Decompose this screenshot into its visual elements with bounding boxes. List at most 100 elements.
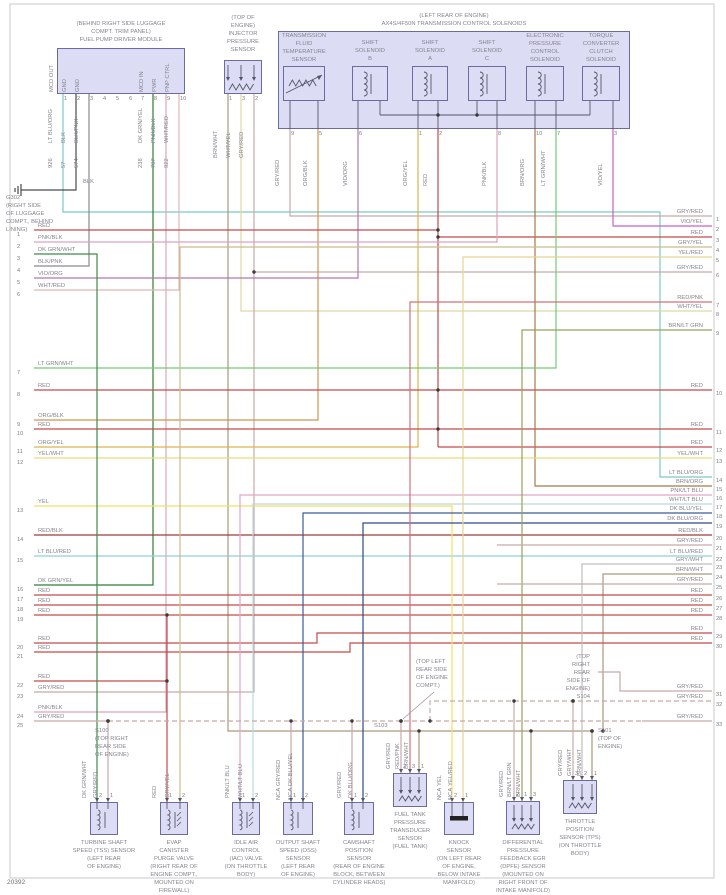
module-pin-number: 1 (64, 96, 68, 102)
right-terminal-label: RED (690, 608, 703, 614)
sensor-label-tss-line: (LEFT REAR (87, 856, 121, 862)
left-terminal-number: 20 (17, 645, 24, 651)
left-terminal-number: 19 (17, 617, 24, 623)
sensor-label-knock-line: SENSOR (446, 848, 472, 854)
splice-s103-location-note: (TOP LEFT REAR SIDE OF ENGINE COMPT.) (416, 658, 466, 690)
solenoid-component-label-line: CONVERTER (582, 41, 620, 47)
ground-id-note-line: G302 (6, 195, 21, 201)
left-terminal-number: 22 (17, 683, 24, 689)
left-terminal-label: RED (38, 588, 51, 594)
sensor-label-cam-line: SENSOR (346, 856, 372, 862)
left-terminal-number: 25 (17, 723, 24, 729)
splice-s104-note-line: RIGHT (571, 662, 590, 668)
left-terminal-label: RED (38, 636, 51, 642)
circuit-number: 574 (74, 158, 80, 168)
wire-label: GRY/RED (499, 770, 505, 797)
sensor-label-evap-line: ENGINE COMPT., (150, 872, 198, 878)
sensor-label-knock-line: BELOW INTAKE (437, 872, 481, 878)
circuit-number: 238 (138, 158, 144, 168)
right-terminal-number: 18 (716, 514, 723, 520)
right-terminal-label: VIO/YEL (680, 219, 703, 225)
right-terminal-number: 32 (716, 702, 723, 708)
sensor-label-ftp-line: FUEL TANK (394, 812, 426, 818)
ground-id-note-line: OF LUGGAGE (6, 211, 45, 217)
left-terminal-number: 8 (17, 392, 21, 398)
solenoid-pin-number: 3 (614, 131, 618, 137)
wire-label: PNK/BLK (482, 161, 488, 187)
left-terminal-label: RED (38, 608, 51, 614)
wire-label: DK BLU/YEL (288, 752, 294, 786)
module-pin-number: 8 (154, 96, 158, 102)
wire-label: DK GRN/WHT (82, 760, 88, 798)
right-terminal-number: 21 (716, 546, 723, 552)
sensor-label-tss-line: OF ENGINE) (87, 864, 121, 870)
module-pin-function: GND (75, 79, 81, 92)
sensor-pin-number: 3 (533, 792, 537, 798)
right-terminal-number: 26 (716, 596, 723, 602)
splice-s101-note: S101 (TOP OF ENGINE) (598, 727, 638, 751)
right-terminal-label: WHT/YEL (677, 304, 703, 310)
left-terminal-number: 10 (17, 431, 24, 437)
left-terminal-label: RED (38, 645, 51, 651)
sensor-label-evap-line: MOUNTED ON (154, 880, 194, 886)
right-terminal-label: DK BLU/YEL (669, 506, 703, 512)
nca-label: NCA (288, 787, 294, 800)
sensor-label-cam-line: BLOCK, BETWEEN (333, 872, 385, 878)
solenoid-component-label-line: TORQUE (588, 33, 614, 39)
nca-label: NCA (448, 787, 454, 800)
right-terminal-label: RED (690, 230, 703, 236)
right-terminal-number: 27 (716, 606, 723, 612)
ground-id-note-line: (RIGHT SIDE (6, 203, 41, 209)
module-pin-number: 9 (167, 96, 171, 102)
splice-s103-label-line: S103 (374, 723, 388, 729)
right-terminal-number: 23 (716, 565, 723, 571)
right-terminal-label: GRY/RED (676, 714, 703, 720)
right-terminal-number: 6 (716, 273, 720, 279)
sensor-label-evap-line: CANISTER (159, 848, 189, 854)
left-terminal-number: 17 (17, 597, 24, 603)
left-terminal-label: BLK/PNK (38, 259, 63, 265)
solenoid-component-label-line: CLUTCH (589, 49, 613, 55)
sensor-label-tss-line: TURBINE SHAFT (80, 840, 128, 846)
sensor-label-oss-line: OUTPUT SHAFT (275, 840, 321, 846)
right-terminal-label: WHT/LT BLU (669, 497, 703, 503)
sensor-pin-number: 1 (110, 793, 114, 799)
sensor-label-knock-line: MANIFOLD) (443, 880, 475, 886)
wire-label: BRN/WHT (516, 769, 522, 797)
left-terminal-label: YEL/WHT (38, 451, 64, 457)
right-terminal-number: 7 (716, 303, 720, 309)
wire-label: GRY/RED (276, 759, 282, 786)
solenoid-component-label: TORQUE CONVERTER CLUTCH SOLENOID (566, 32, 636, 64)
right-terminal-label: DK BLU/ORG (667, 516, 703, 522)
solenoid-component-label-line: TEMPERATURE (282, 49, 326, 55)
sensor-pin-number: 2 (305, 793, 309, 799)
wire-label: LT GRN/WHT (541, 150, 547, 186)
left-terminal-number: 12 (17, 460, 24, 466)
injector-pressure-sensor-note-line: PRESSURE (227, 39, 259, 45)
splice-s100-note-line: (TOP RIGHT (95, 736, 129, 742)
solenoid-component-label: TRANSMISSION FLUID TEMPERATURE SENSOR (269, 32, 339, 64)
injector-pin-number: 2 (255, 96, 259, 102)
sensor-label-knock-line: OF ENGINE, (442, 864, 476, 870)
splice-s103-label: S103 (374, 722, 398, 730)
solenoid-pin-number: 9 (291, 131, 295, 137)
solenoid-component-label-line: SENSOR (291, 57, 317, 63)
module-pin-function: GND (62, 79, 68, 92)
right-terminal-number: 13 (716, 459, 723, 465)
solenoid-component-label-line: TRANSMISSION (281, 33, 327, 39)
sensor-label-dpfe-line: RIGHT FRONT OF (498, 880, 548, 886)
right-terminal-label: RED/BLK (678, 528, 703, 534)
splice-s101-note-line: (TOP OF (598, 736, 622, 742)
splice-s103-location-note-line: COMPT.) (416, 683, 440, 689)
right-terminal-number: 12 (716, 448, 723, 454)
left-terminal-label: RED (38, 422, 51, 428)
trans-solenoids-note-line: AX4S/4F50N TRANSMISSION CONTROL SOLENOID… (381, 21, 527, 27)
wire-label: YEL (437, 775, 443, 786)
sensor-pin-number: 3 (412, 764, 416, 770)
wire-label: BRN/WHT (404, 741, 410, 769)
ground-id-note: G302 (RIGHT SIDE OF LUGGAGE COMPT., BEHIND L… (6, 194, 66, 234)
right-terminal-number: 17 (716, 505, 723, 511)
solenoid-pin-number: 10 (536, 131, 543, 137)
left-terminal-label: PNK/BLK (38, 235, 63, 241)
right-terminal-label: RED (690, 422, 703, 428)
